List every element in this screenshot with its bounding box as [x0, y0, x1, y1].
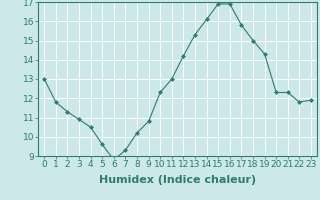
X-axis label: Humidex (Indice chaleur): Humidex (Indice chaleur)	[99, 175, 256, 185]
